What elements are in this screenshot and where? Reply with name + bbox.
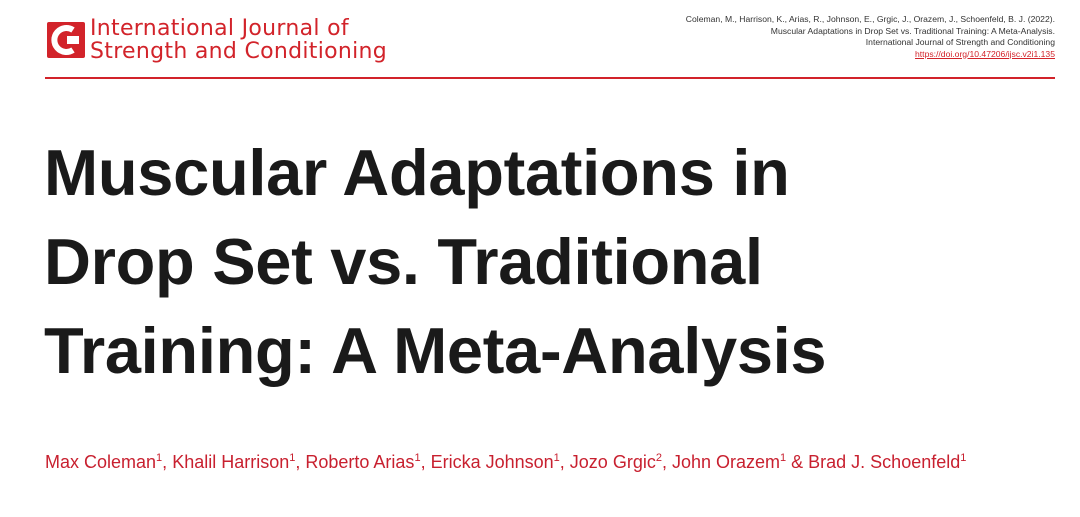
author-separator: , [295,452,306,472]
citation: Coleman, M., Harrison, K., Arias, R., Jo… [686,14,1055,60]
journal-logo [47,22,85,58]
author-affiliation: 1 [553,452,560,464]
author-name: Roberto Arias [305,452,415,472]
author-affiliation: 1 [414,452,421,464]
author-list: Max Coleman1, Khalil Harrison1, Roberto … [45,446,1045,475]
author-separator: , [559,452,570,472]
author-separator: , [162,452,173,472]
journal-name-line: Strength and Conditioning [90,39,388,64]
citation-line: Coleman, M., Harrison, K., Arias, R., Jo… [685,14,1055,24]
journal-name-line: International Journal of [90,16,349,41]
journal-name: International Journal of Strength and Con… [90,17,387,63]
author-name: Jozo Grgic [569,452,656,472]
author-name: John Orazem [671,452,781,472]
citation-line: International Journal of Strength and Co… [865,37,1055,47]
author-name: Khalil Harrison [172,452,290,472]
article-title: Muscular Adaptations in Drop Set vs. Trad… [44,128,827,395]
title-line: Drop Set vs. Traditional [44,225,763,298]
author-affiliation: 1 [780,452,787,464]
author-affiliation: 2 [655,452,662,464]
title-line: Training: A Meta-Analysis [44,314,827,387]
author-affiliation: 1 [960,452,967,464]
citation-line: Muscular Adaptations in Drop Set vs. Tra… [770,25,1055,36]
author-name: Ericka Johnson [430,452,554,472]
author-separator: , [661,452,672,472]
author-separator: , [420,452,431,472]
header-rule [45,77,1055,79]
author-separator: & [786,452,809,472]
doi-link[interactable]: https://doi.org/10.47206/ijsc.v2i1.135 [915,48,1055,59]
title-line: Muscular Adaptations in [44,136,790,209]
author-name: Brad J. Schoenfeld [808,452,961,472]
author-affiliation: 1 [156,452,163,464]
author-name: Max Coleman [45,452,157,472]
author-affiliation: 1 [289,452,296,464]
